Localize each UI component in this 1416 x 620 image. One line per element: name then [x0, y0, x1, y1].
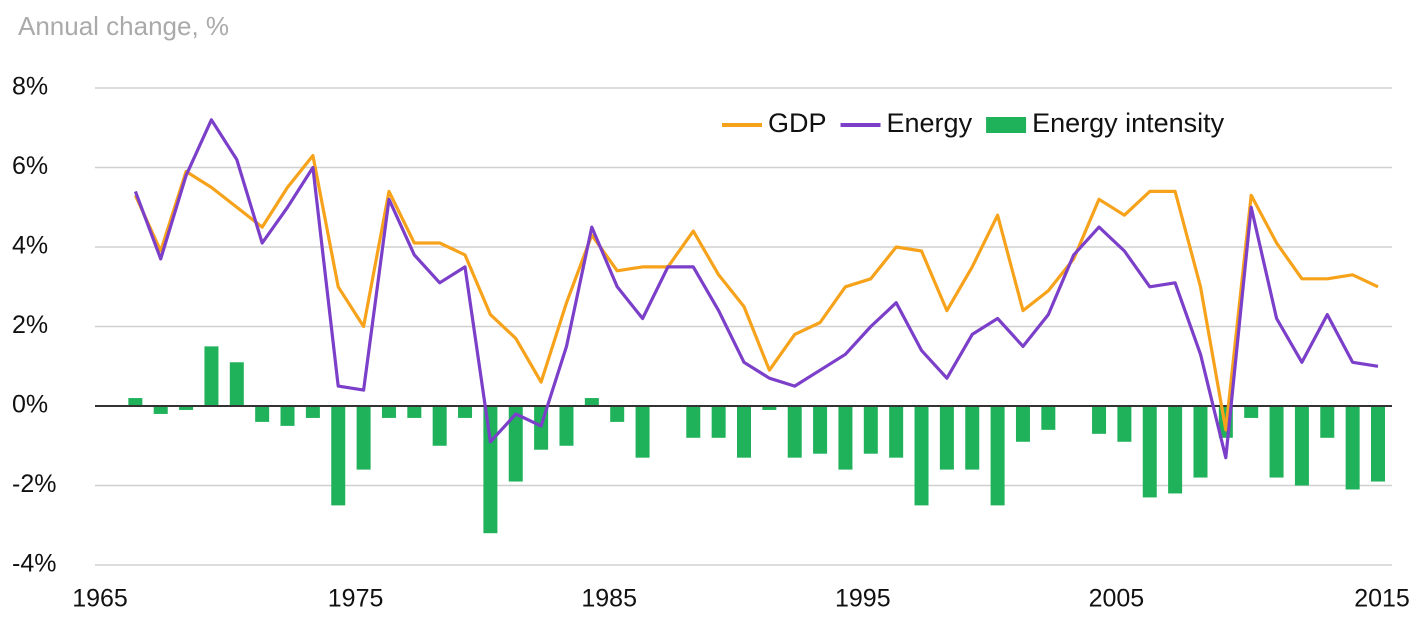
bar [381, 406, 396, 418]
bar [179, 406, 194, 410]
y-tick-label: -4% [12, 550, 56, 578]
bar [813, 406, 828, 454]
bar [965, 406, 980, 470]
x-tick-label: 2005 [1089, 585, 1145, 613]
x-tick-label: 1965 [72, 585, 128, 613]
bar [1168, 406, 1183, 494]
y-tick-label: 2% [12, 311, 48, 339]
chart-subtitle: Annual change, % [18, 11, 229, 41]
bar [990, 406, 1005, 506]
bar [939, 406, 954, 470]
bar [458, 406, 473, 418]
bar [1244, 406, 1259, 418]
bar [305, 406, 320, 418]
y-tick-label: 4% [12, 232, 48, 260]
bar [204, 346, 219, 406]
bar [1269, 406, 1284, 478]
y-tick-label: 6% [12, 152, 48, 180]
bar [280, 406, 295, 426]
bar [1142, 406, 1157, 498]
bar [838, 406, 853, 470]
line [133, 154, 1379, 432]
legend-text: Energy intensity [1032, 108, 1225, 138]
bar [889, 406, 904, 458]
bar [1117, 406, 1132, 442]
x-tick-label: 1975 [328, 585, 384, 613]
y-tick-label: -2% [12, 470, 56, 498]
x-tick-label: 2015 [1354, 585, 1410, 613]
bar [762, 406, 777, 410]
bar [559, 406, 574, 446]
bar [1193, 406, 1208, 478]
bar [584, 398, 599, 406]
bar [1345, 406, 1360, 490]
bar [1041, 406, 1056, 430]
bar [331, 406, 346, 506]
bar [483, 406, 498, 534]
bar [1371, 406, 1385, 482]
bar [255, 406, 270, 422]
y-tick-label: 8% [12, 73, 48, 101]
x-tick-label: 1985 [581, 585, 637, 613]
bar [914, 406, 929, 506]
bar [153, 406, 168, 414]
legend-text: GDP [768, 108, 827, 138]
legend-swatch [986, 117, 1027, 133]
bar [711, 406, 726, 438]
x-tick-label: 1995 [835, 585, 891, 613]
bar [128, 398, 143, 406]
bar [737, 406, 751, 458]
bar [407, 406, 422, 418]
bar [432, 406, 447, 446]
bar [356, 406, 371, 470]
legend-text: Energy [887, 108, 973, 138]
bar [508, 406, 523, 482]
grid [95, 87, 1392, 566]
bar [1294, 406, 1309, 486]
bar [787, 406, 802, 458]
bar [635, 406, 650, 458]
y-tick-label: 0% [12, 391, 48, 419]
bar [610, 406, 625, 422]
bar [1320, 406, 1335, 438]
line [133, 118, 1379, 460]
bar [1092, 406, 1107, 434]
bar [686, 406, 701, 438]
bar [1015, 406, 1030, 442]
bar [229, 362, 244, 406]
bar [863, 406, 878, 454]
legend: GDP Energy Energy intensity [722, 108, 1225, 138]
bar-series [128, 346, 1385, 534]
